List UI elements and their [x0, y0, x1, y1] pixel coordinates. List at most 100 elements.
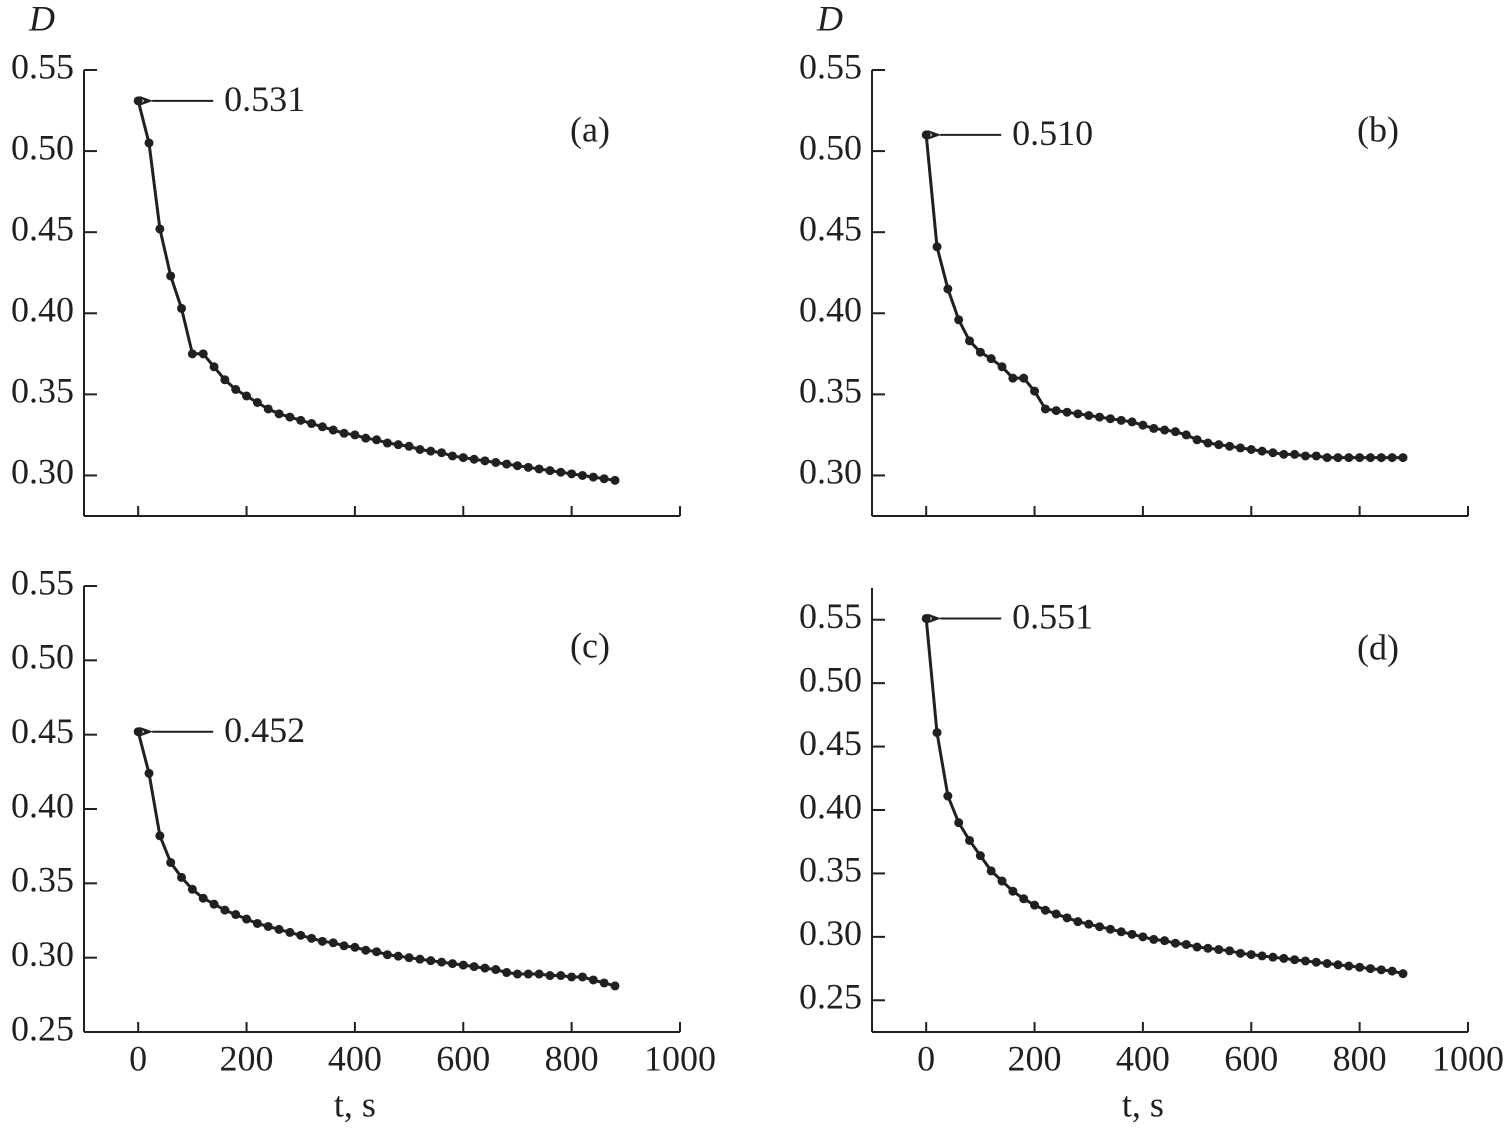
x-tick-label: 400 [328, 1038, 382, 1078]
x-tick-label: 1000 [1432, 1038, 1504, 1078]
data-point [1387, 966, 1397, 976]
data-point [1365, 453, 1375, 463]
data-point [1170, 427, 1180, 437]
data-point [1376, 453, 1386, 463]
data-point [372, 435, 382, 445]
data-point [1127, 929, 1137, 939]
data-point [437, 448, 447, 458]
data-point [921, 613, 931, 623]
data-point [307, 419, 317, 429]
x-tick-label: 1000 [644, 1038, 716, 1078]
data-point [361, 945, 371, 955]
y-tick-label: 0.35 [799, 850, 862, 890]
y-axis-label: D [816, 0, 843, 38]
data-point [242, 914, 252, 924]
data-point [1084, 410, 1094, 420]
y-tick-label: 0.40 [799, 290, 862, 330]
data-point [932, 242, 942, 252]
data-point [447, 451, 457, 461]
data-point [1235, 443, 1245, 453]
data-point [242, 391, 252, 401]
data-point [491, 457, 501, 467]
data-point [921, 130, 931, 140]
y-tick-label: 0.30 [11, 452, 74, 492]
data-point [372, 947, 382, 957]
data-point [209, 899, 219, 909]
y-tick-label: 0.30 [799, 452, 862, 492]
data-point [133, 96, 143, 106]
data-point [1246, 445, 1256, 455]
data-point [1105, 924, 1115, 934]
data-point [317, 422, 327, 432]
data-point [502, 968, 512, 978]
data-point [480, 963, 490, 973]
data-point [437, 957, 447, 967]
data-point [252, 918, 262, 928]
data-point [198, 349, 208, 359]
data-point [252, 397, 262, 407]
data-point [491, 965, 501, 975]
data-point [220, 375, 230, 385]
y-tick-label: 0.50 [799, 127, 862, 167]
data-point [1019, 373, 1029, 383]
data-point [1279, 449, 1289, 459]
annotation: 0.551 [1012, 597, 1093, 637]
data-point [1051, 406, 1061, 416]
data-point [1214, 440, 1224, 450]
data-point [231, 384, 241, 394]
data-point [274, 924, 284, 934]
data-point [1300, 451, 1310, 461]
data-point [1398, 969, 1408, 979]
x-tick-label: 600 [436, 1038, 490, 1078]
data-point [133, 727, 143, 737]
y-tick-label: 0.30 [11, 934, 74, 974]
data-point [1062, 913, 1072, 923]
data-point [1290, 449, 1300, 459]
data-point [1062, 407, 1072, 417]
data-point [480, 456, 490, 466]
data-point [155, 224, 165, 234]
y-tick-label: 0.25 [799, 977, 862, 1017]
data-point [144, 768, 154, 778]
data-point [534, 969, 544, 979]
data-point [567, 972, 577, 982]
data-point [458, 960, 468, 970]
data-point [1105, 414, 1115, 424]
data-point [1398, 453, 1408, 463]
data-point [187, 349, 197, 359]
y-tick-label: 0.30 [799, 913, 862, 953]
data-point [1181, 939, 1191, 949]
data-point [404, 441, 414, 451]
x-tick-label: 800 [1333, 1038, 1387, 1078]
panel-label: (a) [570, 109, 610, 149]
x-tick-label: 200 [220, 1038, 274, 1078]
y-axis-label: D [28, 0, 55, 38]
data-point [986, 866, 996, 876]
data-point [997, 876, 1007, 886]
data-point [943, 284, 953, 294]
data-point [1073, 409, 1083, 419]
data-point [274, 409, 284, 419]
data-point [317, 936, 327, 946]
data-point [1257, 951, 1267, 961]
data-point [328, 938, 338, 948]
data-point [1181, 430, 1191, 440]
data-point [339, 941, 349, 951]
data-point [1095, 412, 1105, 422]
data-point [177, 303, 187, 313]
data-point [1051, 909, 1061, 919]
data-point [166, 271, 176, 281]
data-point [220, 905, 230, 915]
data-point [943, 791, 953, 801]
data-point [458, 453, 468, 463]
data-point [350, 430, 360, 440]
data-point [1355, 962, 1365, 972]
y-tick-label: 0.55 [799, 46, 862, 86]
data-point [1311, 957, 1321, 967]
data-point [1355, 453, 1365, 463]
data-point [1008, 886, 1018, 896]
data-point [965, 336, 975, 346]
data-point [556, 467, 566, 477]
data-point [1127, 417, 1137, 427]
data-point [1116, 415, 1126, 425]
